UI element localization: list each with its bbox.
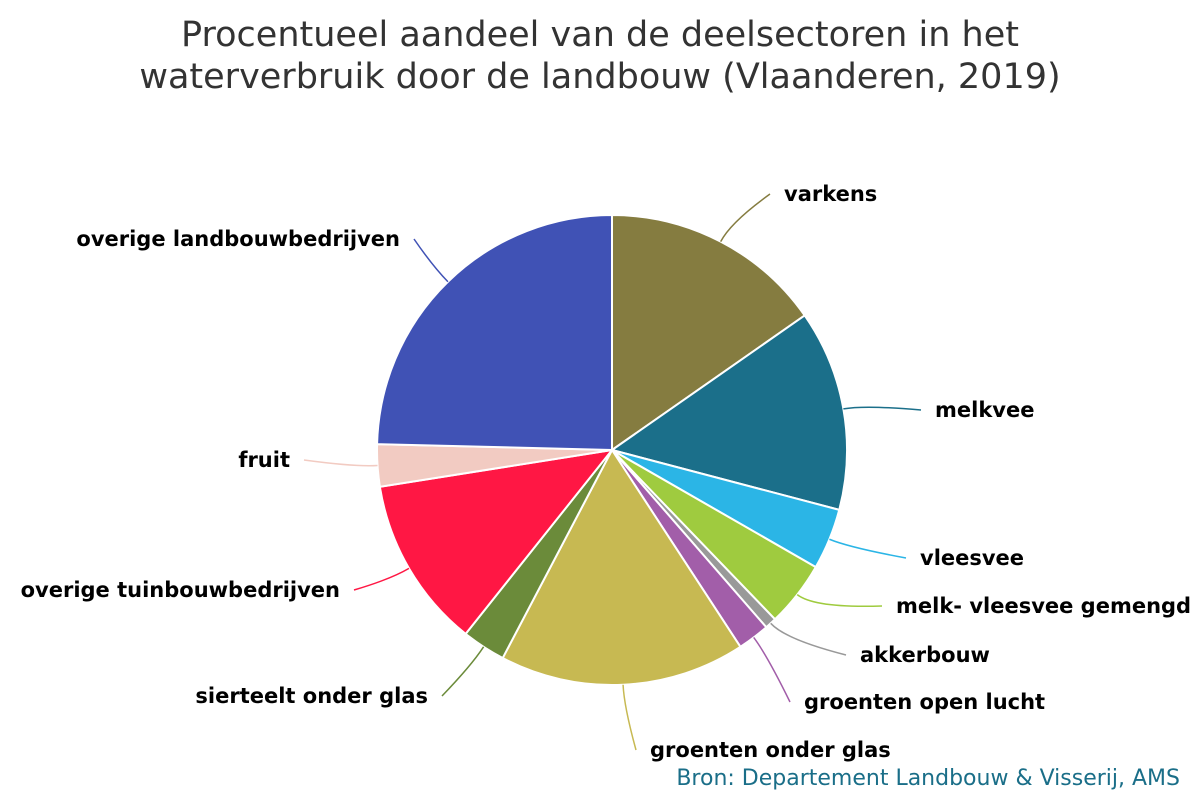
chart-title-line-1: Procentueel aandeel van de deelsectoren …	[181, 15, 1019, 55]
slice-groenten-onder-glas[interactable]	[501, 449, 742, 686]
connector-fruit	[303, 459, 378, 467]
chart-credits[interactable]: Bron: Departement Landbouw & Visserij, A…	[676, 766, 1180, 791]
pie-slices	[376, 214, 848, 686]
label-groenten-onder-glas: groenten onder glas	[650, 738, 891, 762]
label-overige-tuinbouwbedrijven: overige tuinbouwbedrijven	[21, 578, 340, 602]
connector-overige-landbouwbedrijven	[413, 238, 449, 283]
connector-sierteelt-onder-glas	[441, 646, 485, 697]
label-overige-landbouwbedrijven: overige landbouwbedrijven	[76, 227, 400, 251]
label-connectors	[303, 193, 922, 751]
slice-labels: varkens melkvee vleesvee melk- vleesvee gem…	[21, 182, 1191, 762]
connector-melkvee	[843, 406, 922, 411]
label-melk-vleesvee-gemengd: melk- vleesvee gemengd	[896, 594, 1191, 618]
label-melkvee: melkvee	[935, 398, 1034, 422]
label-vleesvee: vleesvee	[920, 546, 1024, 570]
connector-groenten-open-lucht	[753, 637, 791, 703]
connector-groenten-onder-glas	[622, 684, 637, 751]
connector-overige-tuinbouwbedrijven	[353, 567, 410, 591]
connector-vleesvee	[829, 538, 907, 559]
chart-title: Procentueel aandeel van de deelsectoren …	[0, 14, 1200, 98]
connector-varkens	[719, 193, 771, 242]
slice-overige-landbouwbedrijven[interactable]	[376, 214, 613, 451]
connector-melk-vleesvee-gemengd	[796, 594, 883, 608]
label-akkerbouw: akkerbouw	[860, 643, 990, 667]
label-groenten-open-lucht: groenten open lucht	[804, 690, 1045, 714]
label-sierteelt-onder-glas: sierteelt onder glas	[195, 684, 428, 708]
label-fruit: fruit	[238, 448, 290, 472]
label-varkens: varkens	[784, 182, 877, 206]
chart-title-line-2: waterverbruik door de landbouw (Vlaander…	[139, 57, 1061, 97]
connector-akkerbouw	[770, 622, 847, 656]
